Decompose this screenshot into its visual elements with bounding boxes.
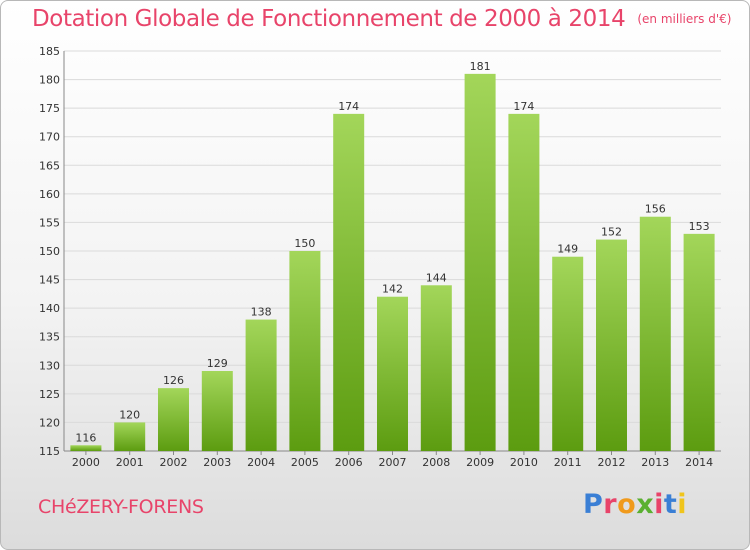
y-tick-label: 145: [39, 274, 60, 287]
bar[interactable]: [377, 296, 408, 451]
x-tick-label: 2003: [203, 456, 231, 469]
logo-letter: r: [603, 489, 618, 520]
bar[interactable]: [289, 251, 321, 451]
data-label: 142: [382, 283, 403, 296]
proxiti-logo[interactable]: Proxiti: [583, 489, 687, 520]
data-label: 156: [645, 203, 666, 216]
x-tick-label: 2014: [685, 456, 713, 469]
y-tick-label: 170: [39, 131, 60, 144]
bar[interactable]: [245, 319, 277, 451]
data-label: 120: [119, 408, 140, 421]
y-tick-label: 155: [39, 216, 60, 229]
y-tick-label: 125: [39, 388, 60, 401]
bar[interactable]: [683, 233, 715, 451]
logo-letter: o: [617, 489, 637, 520]
x-tick-label: 2011: [554, 456, 582, 469]
value-labels: 116 120 126 129 138 150 174 142 144 181 174 149 152 1…: [75, 60, 709, 444]
y-tick-label: 175: [39, 102, 60, 115]
data-label: 153: [689, 220, 710, 233]
logo-letter: x: [636, 489, 655, 520]
x-tick-label: 2000: [72, 456, 100, 469]
x-tick-label: 2007: [379, 456, 407, 469]
y-tick-label: 150: [39, 245, 60, 258]
data-label: 126: [163, 374, 184, 387]
data-label: 149: [557, 243, 578, 256]
y-tick-label: 185: [39, 45, 60, 58]
y-tick-label: 120: [39, 416, 60, 429]
x-tick-label: 2010: [510, 456, 538, 469]
data-label: 138: [251, 306, 272, 319]
bar[interactable]: [420, 285, 452, 451]
x-tick-label: 2006: [335, 456, 363, 469]
bar[interactable]: [70, 445, 102, 451]
logo-letter: P: [583, 489, 604, 520]
bar[interactable]: [201, 371, 233, 451]
x-tick-label: 2013: [641, 456, 669, 469]
y-tick-label: 135: [39, 331, 60, 344]
data-label: 144: [426, 271, 447, 284]
y-tick-label: 165: [39, 159, 60, 172]
bar[interactable]: [508, 113, 540, 451]
data-label: 129: [207, 357, 228, 370]
y-tick-labels: 115 120 125 130 135 140 145 150 155 160 165 170 175 1…: [39, 45, 60, 458]
x-tick-label: 2012: [598, 456, 626, 469]
data-label: 181: [470, 60, 491, 73]
y-tick-label: 160: [39, 188, 60, 201]
data-label: 150: [294, 237, 315, 250]
bar[interactable]: [552, 256, 584, 451]
data-label: 174: [513, 100, 534, 113]
logo-letter: i: [677, 489, 688, 520]
y-tick-label: 130: [39, 359, 60, 372]
x-tick-label: 2008: [422, 456, 450, 469]
y-tick-label: 180: [39, 74, 60, 87]
x-tick-label: 2009: [466, 456, 494, 469]
logo-letter: t: [663, 489, 678, 520]
data-label: 174: [338, 100, 359, 113]
unit-label: (en milliers d'€): [637, 12, 732, 26]
data-label: 116: [75, 431, 96, 444]
x-tick-label: 2004: [247, 456, 275, 469]
x-tick-labels: 2000 2001 2002 2003 2004 2005 2006 2007 2008 2009…: [72, 451, 713, 469]
title-text: Dotation Globale de Fonctionnement de 20…: [32, 6, 626, 32]
bars: [70, 73, 715, 451]
data-label: 152: [601, 226, 622, 239]
x-tick-label: 2002: [160, 456, 188, 469]
x-tick-label: 2005: [291, 456, 319, 469]
x-tick-label: 2001: [116, 456, 144, 469]
bar[interactable]: [114, 422, 146, 451]
chart-title: Dotation Globale de Fonctionnement de 20…: [32, 6, 731, 32]
y-tick-label: 115: [39, 445, 60, 458]
y-tick-label: 140: [39, 302, 60, 315]
bar[interactable]: [596, 239, 627, 451]
bar[interactable]: [464, 73, 496, 451]
logo-letter: i: [654, 489, 664, 520]
commune-name: CHéZERY-FORENS: [38, 496, 204, 518]
bar[interactable]: [158, 388, 189, 451]
bar[interactable]: [639, 216, 671, 451]
bar[interactable]: [333, 113, 365, 451]
